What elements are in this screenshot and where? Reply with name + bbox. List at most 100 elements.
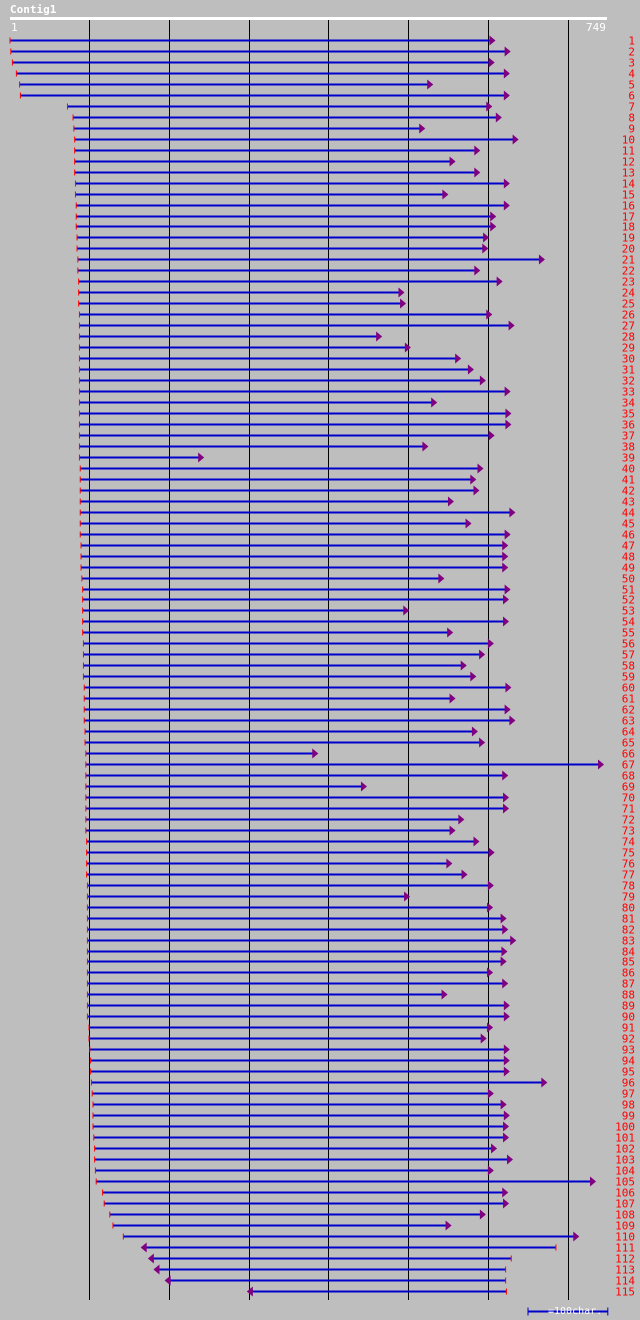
read-arrow-right [491, 1143, 498, 1154]
read-arrow-right [482, 243, 489, 254]
read-arrow-right [465, 518, 472, 529]
read-arrow-right [500, 1099, 507, 1110]
read-number-label: 26 [622, 309, 635, 322]
read-number-label: 20 [622, 243, 635, 256]
read-number-label: 98 [622, 1099, 635, 1112]
read-number-label: 15 [622, 189, 635, 202]
read-arrow-right [473, 485, 480, 496]
read-arrow-right [404, 891, 411, 902]
read-number-label: 63 [622, 715, 635, 728]
read-arrow-right [447, 496, 454, 507]
read-number-label: 78 [622, 880, 635, 893]
read-number-label: 3 [628, 57, 635, 70]
read-arrow-right [480, 1033, 487, 1044]
read-arrow-right [470, 474, 477, 485]
read-number-label: 31 [622, 364, 635, 377]
read-arrow-right [503, 1055, 510, 1066]
read-arrow-right [500, 956, 507, 967]
read-number-label: 39 [622, 452, 635, 465]
read-number-label: 113 [615, 1264, 635, 1277]
read-number-label: 38 [622, 441, 635, 454]
read-arrow-right [473, 836, 480, 847]
read-arrow-right [198, 452, 205, 463]
read-arrow-right [449, 825, 456, 836]
read-number-label: 12 [622, 156, 635, 169]
read-number-label: 86 [622, 967, 635, 980]
read-arrow-right [487, 1022, 494, 1033]
read-arrow-right [505, 419, 512, 430]
read-arrow-right [504, 529, 511, 540]
read-arrow-left [140, 1242, 147, 1253]
read-number-label: 90 [622, 1011, 635, 1024]
read-arrow-right [508, 320, 515, 331]
read-arrow-right [479, 649, 486, 660]
read-arrow-right [470, 671, 477, 682]
read-number-label: 9 [628, 123, 635, 136]
read-arrow-right [501, 946, 508, 957]
read-arrow-right [490, 211, 497, 222]
read-number-label: 37 [622, 430, 635, 443]
read-arrow-right [458, 814, 465, 825]
read-number-label: 42 [622, 485, 635, 498]
read-number-label: 58 [622, 660, 635, 673]
read-number-label: 95 [622, 1066, 635, 1079]
read-number-label: 74 [622, 836, 636, 849]
read-number-label: 11 [622, 145, 635, 158]
read-number-label: 108 [615, 1209, 635, 1222]
read-arrow-right [487, 1165, 494, 1176]
read-number-label: 13 [622, 167, 635, 180]
read-number-label: 82 [622, 924, 635, 937]
read-number-label: 99 [622, 1110, 635, 1123]
read-number-label: 4 [628, 68, 635, 81]
read-number-label: 24 [622, 287, 636, 300]
read-number-label: 52 [622, 594, 635, 607]
read-arrow-right [504, 704, 511, 715]
read-number-label: 10 [622, 134, 635, 147]
read-number-label: 32 [622, 375, 635, 388]
read-arrow-right [503, 1066, 510, 1077]
read-number-label: 112 [615, 1253, 635, 1266]
read-number-label: 73 [622, 825, 635, 838]
read-arrow-right [502, 1187, 509, 1198]
read-arrow-right [431, 397, 438, 408]
read-number-label: 109 [615, 1220, 635, 1233]
read-number-label: 62 [622, 704, 635, 717]
read-number-label: 45 [622, 518, 635, 531]
read-arrow-right [455, 353, 462, 364]
read-number-label: 25 [622, 298, 635, 311]
read-arrow-right [503, 200, 510, 211]
read-arrow-right [507, 1154, 514, 1165]
read-number-label: 79 [622, 891, 635, 904]
read-arrow-right [509, 715, 516, 726]
read-number-label: 55 [622, 627, 635, 640]
read-number-label: 67 [622, 759, 635, 772]
read-number-label: 69 [622, 781, 635, 794]
read-arrow-right [474, 167, 481, 178]
read-arrow-right [496, 276, 503, 287]
read-arrow-left [153, 1264, 160, 1275]
read-arrow-right [376, 331, 383, 342]
read-arrow-right [503, 1044, 510, 1055]
read-number-label: 41 [622, 474, 635, 487]
read-arrow-right [486, 309, 493, 320]
read-number-label: 60 [622, 682, 635, 695]
read-arrow-right [490, 221, 497, 232]
read-number-label: 2 [628, 46, 635, 59]
read-arrow-right [445, 1220, 452, 1231]
read-arrow-right [312, 748, 319, 759]
contig-start-label: 1 [11, 21, 18, 34]
read-number-label: 28 [622, 331, 635, 344]
read-arrow-right [474, 145, 481, 156]
read-number-label: 50 [622, 573, 635, 586]
read-arrow-right [446, 858, 453, 869]
read-arrow-right [573, 1231, 580, 1242]
contig-ruler-bar [10, 17, 607, 20]
read-arrow-right [486, 101, 493, 112]
read-number-label: 47 [622, 540, 635, 553]
read-number-label: 105 [615, 1176, 635, 1189]
read-number-label: 88 [622, 989, 635, 1002]
read-number-label: 75 [622, 847, 635, 860]
read-number-label: 21 [622, 254, 635, 267]
read-arrow-right [487, 880, 494, 891]
read-number-label: 16 [622, 200, 635, 213]
